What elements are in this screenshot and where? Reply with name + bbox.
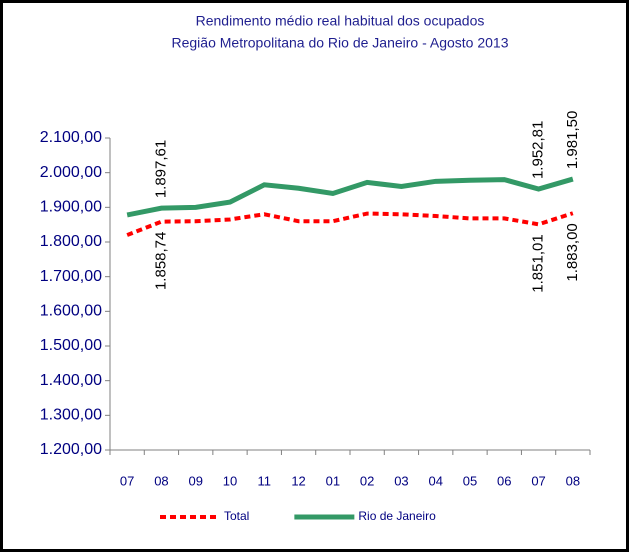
chart-title: Rendimento médio real habitual dos ocupa… <box>196 13 485 29</box>
value-label: 1.851,01 <box>530 234 547 292</box>
y-tick-label: 1.200,00 <box>40 441 102 458</box>
value-label: 1.981,50 <box>564 111 581 169</box>
series-line <box>126 176 574 218</box>
y-tick-label: 1.400,00 <box>40 372 102 389</box>
x-tick-label: 01 <box>326 473 340 488</box>
legend-label: Rio de Janeiro <box>358 509 436 523</box>
x-tick-label: 09 <box>188 473 202 488</box>
x-tick-label: 10 <box>223 473 237 488</box>
x-tick-label: 02 <box>360 473 374 488</box>
y-tick-label: 1.300,00 <box>40 407 102 424</box>
value-label: 1.858,74 <box>152 232 169 290</box>
y-tick-label: 1.500,00 <box>40 337 102 354</box>
x-tick-label: 03 <box>394 473 408 488</box>
x-tick-label: 06 <box>497 473 511 488</box>
y-tick-label: 2.100,00 <box>40 129 102 146</box>
y-tick-label: 1.600,00 <box>40 303 102 320</box>
x-tick-label: 12 <box>291 473 305 488</box>
y-tick-label: 2.000,00 <box>40 164 102 181</box>
x-tick-label: 05 <box>463 473 477 488</box>
x-tick-label: 07 <box>120 473 134 488</box>
y-tick-label: 1.800,00 <box>40 233 102 250</box>
value-label: 1.883,00 <box>564 223 581 281</box>
x-tick-label: 11 <box>258 473 272 488</box>
value-label: 1.952,81 <box>530 121 547 179</box>
y-tick-label: 1.900,00 <box>40 199 102 216</box>
x-tick-label: 08 <box>566 473 580 488</box>
chart-subtitle: Região Metropolitana do Rio de Janeiro -… <box>172 35 509 51</box>
x-tick-label: 08 <box>154 473 168 488</box>
value-label: 1.897,61 <box>152 140 169 198</box>
legend-label: Total <box>224 509 249 523</box>
x-tick-label: 07 <box>531 473 545 488</box>
y-tick-label: 1.700,00 <box>40 268 102 285</box>
x-tick-label: 04 <box>428 473 442 488</box>
